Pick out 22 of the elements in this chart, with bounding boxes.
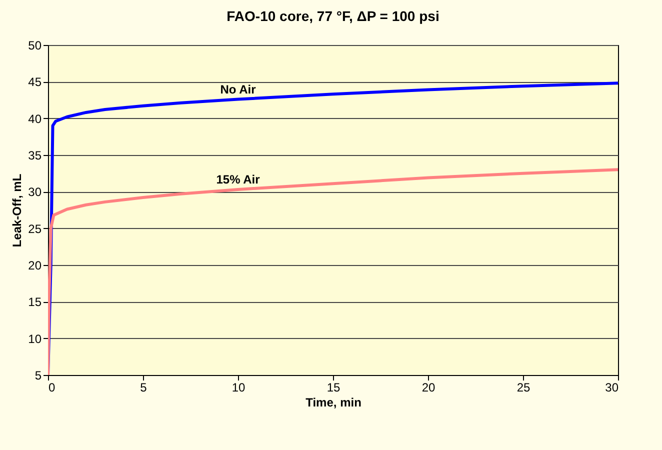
y-tick-label: 35 — [28, 148, 42, 162]
y-tick-label: 30 — [28, 185, 42, 200]
x-axis-title: Time, min — [306, 396, 362, 410]
x-tick-label: 0 — [48, 380, 56, 394]
y-tick-label: 40 — [28, 112, 42, 126]
y-tick-label: 5 — [34, 368, 42, 382]
y-tick-label: 25 — [28, 222, 42, 236]
y-tick-label: 20 — [28, 258, 42, 272]
y-axis-title: Leak-Off, mL — [10, 174, 24, 248]
y-tick-label: 45 — [28, 75, 42, 90]
chart-title: FAO-10 core, 77 °F, ΔP = 100 psi — [226, 8, 440, 24]
x-tick-label: 25 — [516, 380, 530, 394]
x-tick-label: 10 — [232, 380, 246, 394]
y-tick-label: 10 — [28, 332, 42, 346]
x-tick-label: 5 — [140, 380, 148, 394]
series-label: No Air — [220, 82, 256, 96]
x-tick-label: 20 — [422, 380, 436, 394]
x-tick-label: 15 — [326, 380, 340, 394]
y-tick-label: 50 — [28, 38, 42, 52]
x-tick-label: 30 — [605, 380, 619, 394]
series-label: 15% Air — [216, 172, 260, 186]
y-tick-label: 15 — [28, 295, 42, 310]
